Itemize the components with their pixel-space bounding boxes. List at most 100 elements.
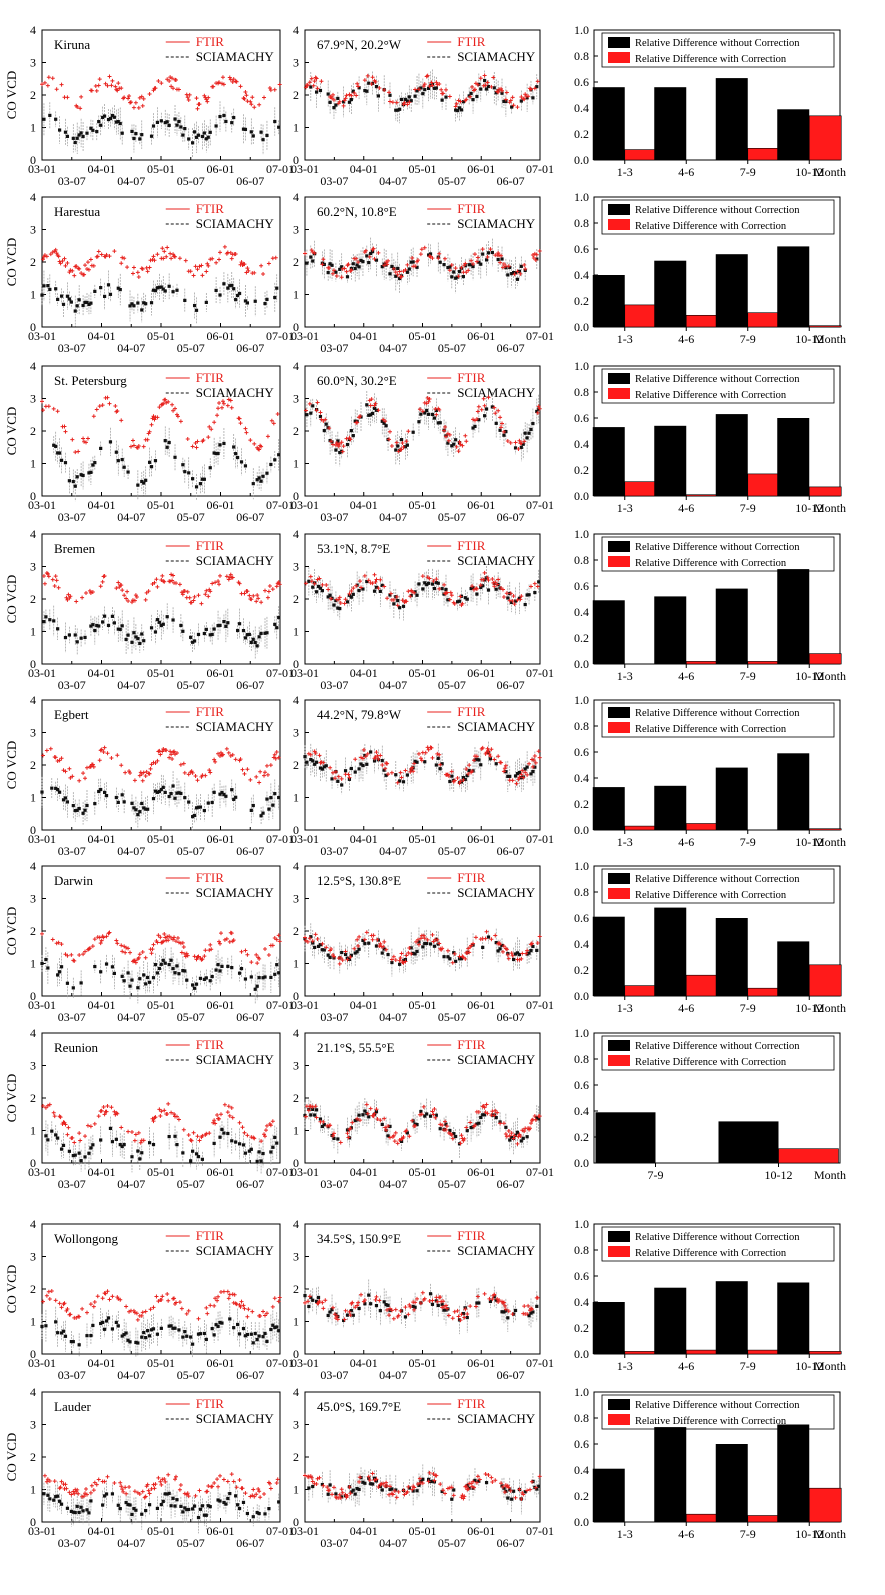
- ftir-point: [376, 250, 381, 255]
- sciamachy-point: [65, 981, 70, 985]
- coords-label: 12.5°S, 130.8°E: [317, 873, 401, 888]
- ftir-point: [257, 102, 262, 107]
- sciamachy-point: [128, 1503, 132, 1507]
- y-tick-label: 1: [30, 1315, 36, 1329]
- sciamachy-point: [338, 267, 342, 271]
- ftir-point: [347, 775, 352, 780]
- ftir-point: [470, 584, 475, 589]
- y-tick-label: 0.4: [574, 605, 589, 619]
- ftir-point: [519, 772, 524, 777]
- ftir-point: [522, 1129, 527, 1134]
- sciamachy-point: [67, 1149, 71, 1153]
- month-label: Month: [814, 332, 846, 346]
- x-subtick-label: 06-07: [236, 1368, 264, 1382]
- sciamachy-point: [89, 624, 93, 628]
- ftir-point: [154, 577, 159, 582]
- sciamachy-point: [535, 257, 539, 261]
- ftir-point: [422, 245, 427, 250]
- legend-with-label: Relative Difference with Correction: [635, 890, 787, 901]
- y-tick-label: 0.0: [574, 153, 589, 167]
- x-tick-label: 07-01: [266, 832, 294, 846]
- sciamachy-point: [245, 633, 249, 637]
- sciamachy-point: [155, 971, 160, 975]
- sciamachy-point: [187, 800, 191, 804]
- ftir-point: [355, 81, 360, 86]
- ftir-point: [130, 438, 135, 443]
- sciamachy-point: [185, 978, 189, 982]
- sciamachy-point: [506, 596, 510, 600]
- sciamachy-point: [253, 299, 257, 303]
- ftir-point: [230, 752, 235, 757]
- ftir-point: [171, 937, 176, 942]
- sciamachy-point: [167, 123, 171, 127]
- sciamachy-point: [114, 1137, 118, 1141]
- y-tick-label: 0.8: [574, 1052, 589, 1066]
- sciamachy-point: [355, 263, 359, 267]
- sciamachy-point: [230, 1139, 234, 1143]
- legend-box: [601, 1226, 835, 1262]
- y-tick-label: 3: [293, 892, 299, 906]
- sciamachy-point: [224, 624, 228, 628]
- ftir-point: [439, 87, 444, 92]
- sciamachy-point: [136, 1149, 140, 1153]
- ftir-point: [245, 266, 250, 271]
- ftir-point: [315, 86, 320, 91]
- ftir-point: [505, 952, 510, 957]
- ftir-point: [197, 264, 202, 269]
- ftir-point: [415, 1296, 420, 1301]
- sciamachy-point: [498, 947, 502, 951]
- x-tick-label: 07-01: [526, 666, 554, 680]
- y-tick-label: 0.6: [574, 579, 589, 593]
- bar-without-correction: [715, 767, 748, 830]
- sciamachy-point: [130, 801, 134, 805]
- sciamachy-point: [159, 623, 163, 628]
- ftir-point: [320, 1300, 325, 1305]
- ftir-point: [146, 1488, 151, 1493]
- ftir-point: [220, 399, 225, 404]
- ftir-point: [128, 770, 133, 775]
- sciamachy-point: [357, 767, 361, 771]
- sciamachy-point: [99, 286, 103, 290]
- ftir-point: [215, 413, 220, 418]
- sciamachy-point: [89, 126, 93, 130]
- bar-with-correction: [747, 312, 781, 328]
- sciamachy-point: [448, 957, 452, 961]
- sciamachy-point: [255, 1510, 259, 1515]
- ftir-point: [498, 942, 503, 947]
- sciamachy-point: [328, 593, 332, 597]
- bar-without-correction: [777, 1282, 810, 1354]
- category-label: 10-12: [795, 165, 823, 179]
- sciamachy-point: [54, 444, 58, 448]
- y-tick-label: 2: [30, 924, 36, 938]
- sciamachy-point: [465, 597, 469, 601]
- sciamachy-point: [525, 593, 529, 597]
- sciamachy-point: [438, 260, 442, 264]
- sciamachy-point: [517, 596, 521, 600]
- sciamachy-point: [492, 86, 496, 90]
- sciamachy-point: [275, 626, 279, 630]
- coords-label: 60.2°N, 10.8°E: [317, 204, 397, 219]
- sciamachy-point: [263, 1331, 267, 1335]
- ftir-point: [469, 943, 474, 948]
- station-label: Lauder: [54, 1399, 91, 1414]
- ftir-point: [124, 1491, 129, 1496]
- y-tick-label: 3: [293, 1059, 299, 1073]
- sciamachy-point: [58, 1499, 62, 1503]
- ftir-point: [497, 253, 502, 258]
- ftir-point: [192, 594, 197, 599]
- sciamachy-point: [442, 263, 446, 267]
- bar-without-correction: [592, 427, 625, 496]
- sciamachy-point: [56, 297, 60, 302]
- sciamachy-point: [140, 479, 144, 484]
- sciamachy-point: [334, 598, 338, 603]
- sciamachy-point: [97, 120, 101, 124]
- sciamachy-point: [77, 298, 81, 302]
- sciamachy-point: [237, 622, 242, 626]
- ftir-point: [399, 951, 404, 956]
- ftir-point: [126, 1129, 131, 1134]
- x-tick-label: 04-01: [88, 998, 116, 1012]
- ftir-point: [134, 595, 139, 600]
- ftir-point: [202, 954, 207, 959]
- sciamachy-point: [394, 108, 398, 112]
- x-subtick-label: 06-07: [236, 510, 264, 524]
